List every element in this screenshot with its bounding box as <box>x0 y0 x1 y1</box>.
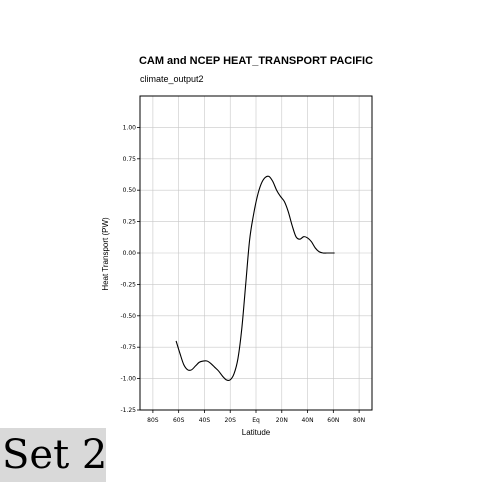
y-axis-label: Heat Transport (PW) <box>101 217 110 291</box>
y-tick-label: 0.50 <box>123 187 137 194</box>
chart-title: CAM and NCEP HEAT_TRANSPORT PACIFIC <box>139 55 373 67</box>
x-axis-ticks: 80S 60S 40S 20S Eq 20N 40N 60N 80N <box>147 410 365 424</box>
x-tick-label: 40S <box>199 417 211 424</box>
set-label: Set 2 <box>0 428 106 482</box>
y-tick-label: 1.00 <box>123 124 137 131</box>
series-group <box>176 176 335 380</box>
chart-subtitle: climate_output2 <box>140 74 204 84</box>
x-tick-label: Eq <box>252 417 260 424</box>
x-tick-label: 60N <box>327 417 339 424</box>
x-tick-label: 80N <box>353 417 365 424</box>
grid-lines <box>140 96 372 410</box>
y-tick-label: 0.00 <box>123 250 137 257</box>
y-tick-label: 0.25 <box>123 219 137 226</box>
y-tick-label: -0.25 <box>120 281 136 288</box>
x-tick-label: 20N <box>276 417 288 424</box>
x-tick-label: 40N <box>301 417 313 424</box>
x-tick-label: 80S <box>147 417 159 424</box>
x-tick-label: 60S <box>173 417 185 424</box>
y-tick-label: 0.75 <box>123 156 137 163</box>
y-tick-label: -1.25 <box>120 407 136 414</box>
series-line <box>176 176 335 380</box>
x-tick-label: 20S <box>224 417 236 424</box>
y-tick-label: -0.50 <box>120 313 136 320</box>
x-axis-label: Latitude <box>242 428 271 437</box>
y-tick-label: -0.75 <box>120 344 136 351</box>
y-axis-ticks: -1.25 -1.00 -0.75 -0.50 -0.25 0.00 0.25 0.50 0.7… <box>120 124 140 414</box>
y-tick-label: -1.00 <box>120 376 136 383</box>
